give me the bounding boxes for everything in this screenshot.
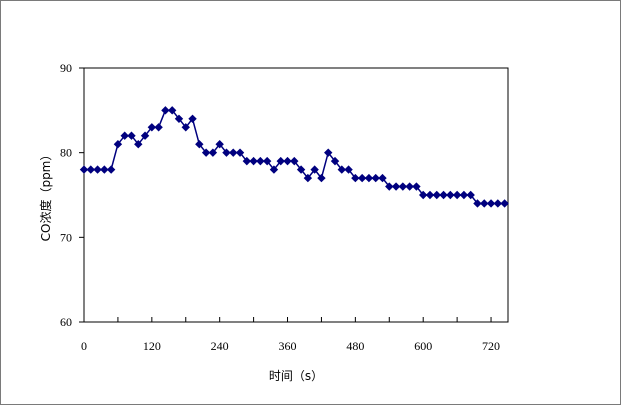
data-point-marker (283, 156, 292, 166)
data-point-marker (432, 190, 441, 200)
data-point-marker (229, 148, 238, 157)
data-point-marker (500, 199, 509, 208)
data-point-marker (215, 140, 224, 149)
data-point-marker (405, 182, 414, 191)
data-point-marker (120, 131, 129, 140)
data-point-marker (493, 199, 503, 208)
data-point-marker (398, 182, 408, 191)
data-point-marker (79, 165, 89, 174)
x-tick-label: 600 (414, 339, 432, 353)
data-point-marker (459, 190, 469, 200)
data-point-marker (303, 173, 313, 183)
data-point-marker (113, 140, 123, 149)
data-point-marker (330, 156, 340, 166)
x-tick-label: 120 (143, 339, 161, 353)
data-point-marker (296, 165, 306, 174)
data-point-marker (242, 156, 252, 166)
data-point-marker (93, 165, 102, 174)
x-axis-title: 时间（s） (269, 369, 323, 383)
data-point-marker (419, 190, 428, 200)
data-point-marker (154, 123, 163, 132)
data-point-marker (127, 131, 136, 140)
series-markers (79, 106, 509, 208)
x-tick-label: 360 (279, 339, 297, 353)
data-point-marker (86, 165, 95, 174)
data-point-marker (351, 173, 360, 183)
data-point-marker (100, 165, 109, 174)
data-point-marker (269, 165, 279, 174)
data-point-marker (235, 148, 245, 157)
data-point-marker (174, 114, 184, 123)
y-tick-label: 60 (60, 315, 72, 329)
data-point-marker (290, 156, 299, 166)
data-point-marker (391, 182, 401, 191)
data-point-marker (466, 190, 475, 200)
data-point-marker (337, 165, 346, 174)
data-point-marker (147, 123, 157, 132)
data-point-marker (310, 165, 319, 174)
data-point-marker (439, 190, 448, 200)
data-point-marker (208, 148, 218, 157)
data-point-marker (106, 165, 116, 174)
data-point-marker (425, 190, 435, 200)
data-point-marker (473, 199, 482, 208)
data-point-marker (276, 156, 285, 166)
y-axis: 60 70 80 90 (60, 61, 84, 329)
x-axis: 0 120 240 360 480 600 720 (81, 317, 500, 353)
data-point-marker (262, 156, 272, 166)
x-tick-label: 240 (211, 339, 229, 353)
data-point-marker (357, 173, 367, 183)
y-tick-label: 90 (60, 61, 72, 75)
data-point-marker (452, 190, 462, 200)
data-point-marker (222, 148, 231, 157)
data-point-marker (324, 148, 333, 157)
data-point-marker (344, 165, 353, 174)
data-point-marker (371, 173, 380, 183)
data-point-marker (188, 114, 197, 123)
data-point-marker (446, 190, 455, 200)
data-point-marker (378, 173, 387, 183)
x-tick-label: 480 (346, 339, 364, 353)
data-point-marker (134, 140, 143, 149)
data-point-marker (167, 106, 177, 115)
y-axis-title: CO浓度（ppm） (38, 149, 53, 242)
data-point-marker (249, 156, 258, 166)
data-point-marker (364, 173, 374, 183)
y-tick-label: 80 (60, 146, 72, 160)
y-tick-label: 70 (60, 230, 72, 244)
data-point-marker (181, 123, 190, 132)
data-point-marker (412, 182, 421, 191)
data-point-marker (161, 106, 170, 115)
data-point-marker (486, 199, 496, 208)
data-point-marker (195, 140, 204, 149)
x-tick-label: 720 (482, 339, 500, 353)
data-point-marker (201, 148, 211, 157)
data-point-marker (256, 156, 265, 166)
data-point-marker (317, 173, 326, 183)
data-point-marker (385, 182, 394, 191)
data-point-marker (140, 131, 150, 140)
data-point-marker (480, 199, 489, 208)
x-tick-label: 0 (81, 339, 87, 353)
